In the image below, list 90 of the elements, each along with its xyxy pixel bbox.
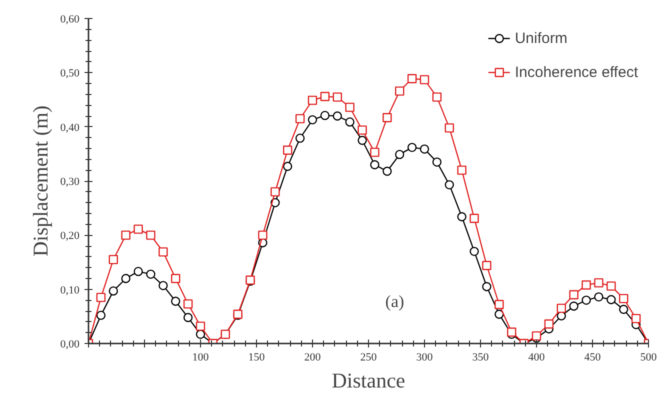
- point: [171, 274, 180, 284]
- point: [332, 111, 342, 121]
- point: [444, 123, 454, 133]
- point: [432, 92, 442, 102]
- x-tick-label: 250: [360, 352, 378, 364]
- point: [494, 310, 504, 319]
- point: [457, 212, 466, 222]
- point: [556, 304, 566, 313]
- point: [407, 74, 417, 84]
- x-tick-label: 150: [248, 352, 266, 364]
- point: [619, 304, 628, 314]
- point: [420, 75, 430, 84]
- point: [295, 114, 305, 124]
- point: [582, 280, 591, 290]
- point: [631, 314, 641, 324]
- point: [594, 278, 604, 288]
- point: [158, 280, 168, 290]
- point: [606, 281, 616, 291]
- y-tick-label: 0,50: [60, 68, 80, 80]
- point: [569, 290, 578, 300]
- x-tick-label: 200: [304, 352, 322, 364]
- point: [196, 322, 206, 331]
- point: [606, 295, 616, 304]
- point: [108, 254, 118, 264]
- point: [470, 214, 479, 223]
- point: [283, 146, 292, 155]
- x-tick-label: 400: [528, 352, 546, 364]
- annotation: (a): [385, 292, 404, 311]
- point: [96, 310, 106, 320]
- point: [108, 286, 118, 296]
- point: [457, 166, 466, 175]
- point: [358, 136, 367, 145]
- x-axis-title: Distance: [332, 368, 406, 392]
- point: [258, 230, 268, 240]
- y-tick-label: 0,20: [60, 230, 80, 242]
- point: [96, 292, 106, 302]
- point: [382, 113, 392, 122]
- point: [171, 296, 180, 306]
- y-tick-label: 0,10: [60, 284, 80, 296]
- point: [569, 302, 578, 311]
- point: [332, 92, 342, 102]
- point: [146, 270, 156, 279]
- y-tick-label: 0,40: [60, 122, 80, 134]
- y-tick-label: 0,00: [60, 338, 80, 350]
- point: [308, 96, 318, 105]
- point: [320, 110, 330, 120]
- point: [134, 266, 143, 276]
- point: [544, 319, 554, 329]
- point: [482, 260, 492, 270]
- point: [395, 86, 404, 96]
- point: [444, 180, 454, 190]
- point: [270, 187, 280, 196]
- legend-label: Uniform: [514, 30, 568, 46]
- y-axis-title: Displacement (m): [28, 105, 52, 257]
- point: [432, 157, 442, 167]
- point: [183, 299, 193, 309]
- point: [121, 274, 130, 284]
- point: [146, 230, 156, 240]
- point: [320, 92, 330, 102]
- point: [308, 115, 318, 124]
- point: [382, 166, 392, 176]
- point: [196, 330, 206, 339]
- point: [482, 282, 492, 292]
- point: [183, 312, 193, 322]
- legend-label: Incoherence effect: [514, 64, 638, 80]
- point: [345, 117, 354, 127]
- x-tick-label: 300: [416, 352, 434, 364]
- point: [345, 102, 354, 112]
- point: [619, 294, 628, 304]
- point: [370, 160, 380, 170]
- point: [134, 224, 143, 234]
- point: [582, 296, 591, 305]
- x-tick-label: 500: [640, 352, 658, 364]
- point: [158, 247, 168, 257]
- point: [121, 230, 130, 240]
- point: [283, 162, 292, 171]
- point: [295, 134, 305, 143]
- point: [395, 150, 404, 160]
- point: [358, 125, 367, 135]
- point: [494, 300, 504, 310]
- point: [420, 144, 430, 154]
- point: [470, 246, 479, 256]
- x-tick-label: 350: [472, 352, 490, 364]
- point: [594, 292, 604, 302]
- point: [407, 142, 417, 152]
- x-tick-label: 450: [584, 352, 602, 364]
- x-tick-label: 100: [192, 352, 210, 364]
- point: [370, 148, 380, 157]
- y-tick-label: 0,60: [60, 14, 80, 26]
- y-tick-label: 0,30: [60, 176, 80, 188]
